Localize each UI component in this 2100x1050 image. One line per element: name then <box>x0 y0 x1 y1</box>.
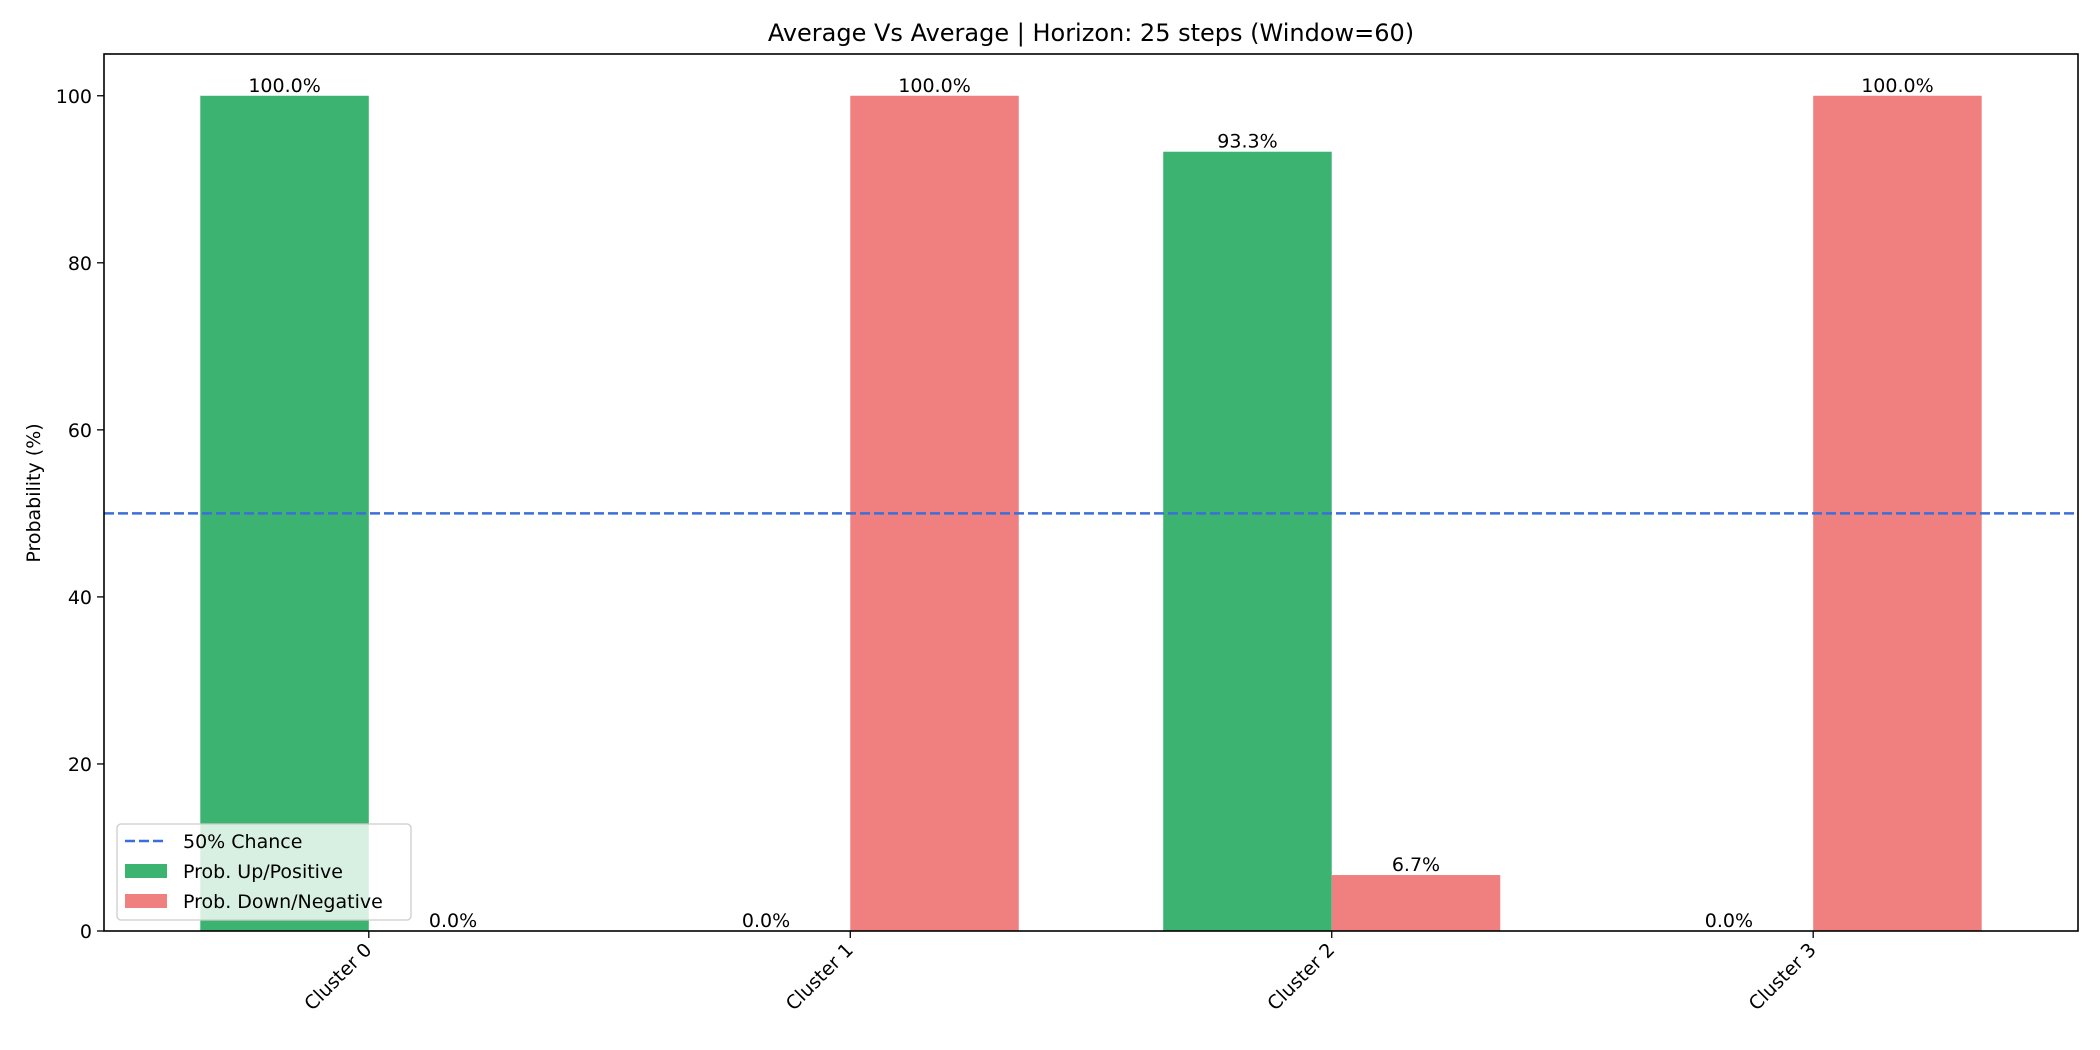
chart-title: Average Vs Average | Horizon: 25 steps (… <box>768 19 1414 47</box>
y-tick-label: 60 <box>68 420 92 442</box>
x-tick-label: Cluster 0 <box>300 939 376 1015</box>
y-tick-label: 40 <box>68 587 92 609</box>
y-tick-label: 100 <box>56 86 92 108</box>
legend-label: Prob. Up/Positive <box>183 861 343 883</box>
data-label-prob-up-positive-0: 100.0% <box>248 75 320 97</box>
legend: 50% Chance Prob. Up/Positive Prob. Down/Ne… <box>116 823 412 921</box>
y-tick-label: 0 <box>80 921 92 943</box>
y-axis-label: Probability (%) <box>23 423 45 562</box>
y-tick-label: 20 <box>68 754 92 776</box>
bar-prob-down-negative-2 <box>1331 875 1501 931</box>
legend-swatch <box>125 864 167 878</box>
y-tick-label: 80 <box>68 253 92 275</box>
data-label-prob-up-positive-1: 0.0% <box>742 910 790 932</box>
legend-label: 50% Chance <box>183 831 302 853</box>
legend-swatch <box>125 894 167 908</box>
legend-label: Prob. Down/Negative <box>183 891 383 913</box>
bar-prob-up-positive-2 <box>1163 151 1332 932</box>
data-label-prob-down-negative-2: 6.7% <box>1392 854 1440 876</box>
x-tick-label: Cluster 3 <box>1745 939 1821 1015</box>
x-tick-label: Cluster 2 <box>1263 939 1339 1015</box>
data-label-prob-down-negative-3: 100.0% <box>1861 75 1933 97</box>
data-label-prob-down-negative-0: 0.0% <box>429 910 477 932</box>
data-label-prob-down-negative-1: 100.0% <box>898 75 970 97</box>
plot-frame <box>103 53 2079 932</box>
x-tick-label: Cluster 1 <box>782 939 858 1015</box>
legend-box <box>116 823 412 921</box>
bar-prob-up-positive-0 <box>200 95 369 931</box>
plot-area: 100.0% 0.0% 93.3% 0.0% 0.0% 100.0% 6.7% 100.0% 0… <box>56 53 2079 1015</box>
data-label-prob-up-positive-2: 93.3% <box>1217 131 1277 153</box>
data-label-prob-up-positive-3: 0.0% <box>1705 910 1753 932</box>
